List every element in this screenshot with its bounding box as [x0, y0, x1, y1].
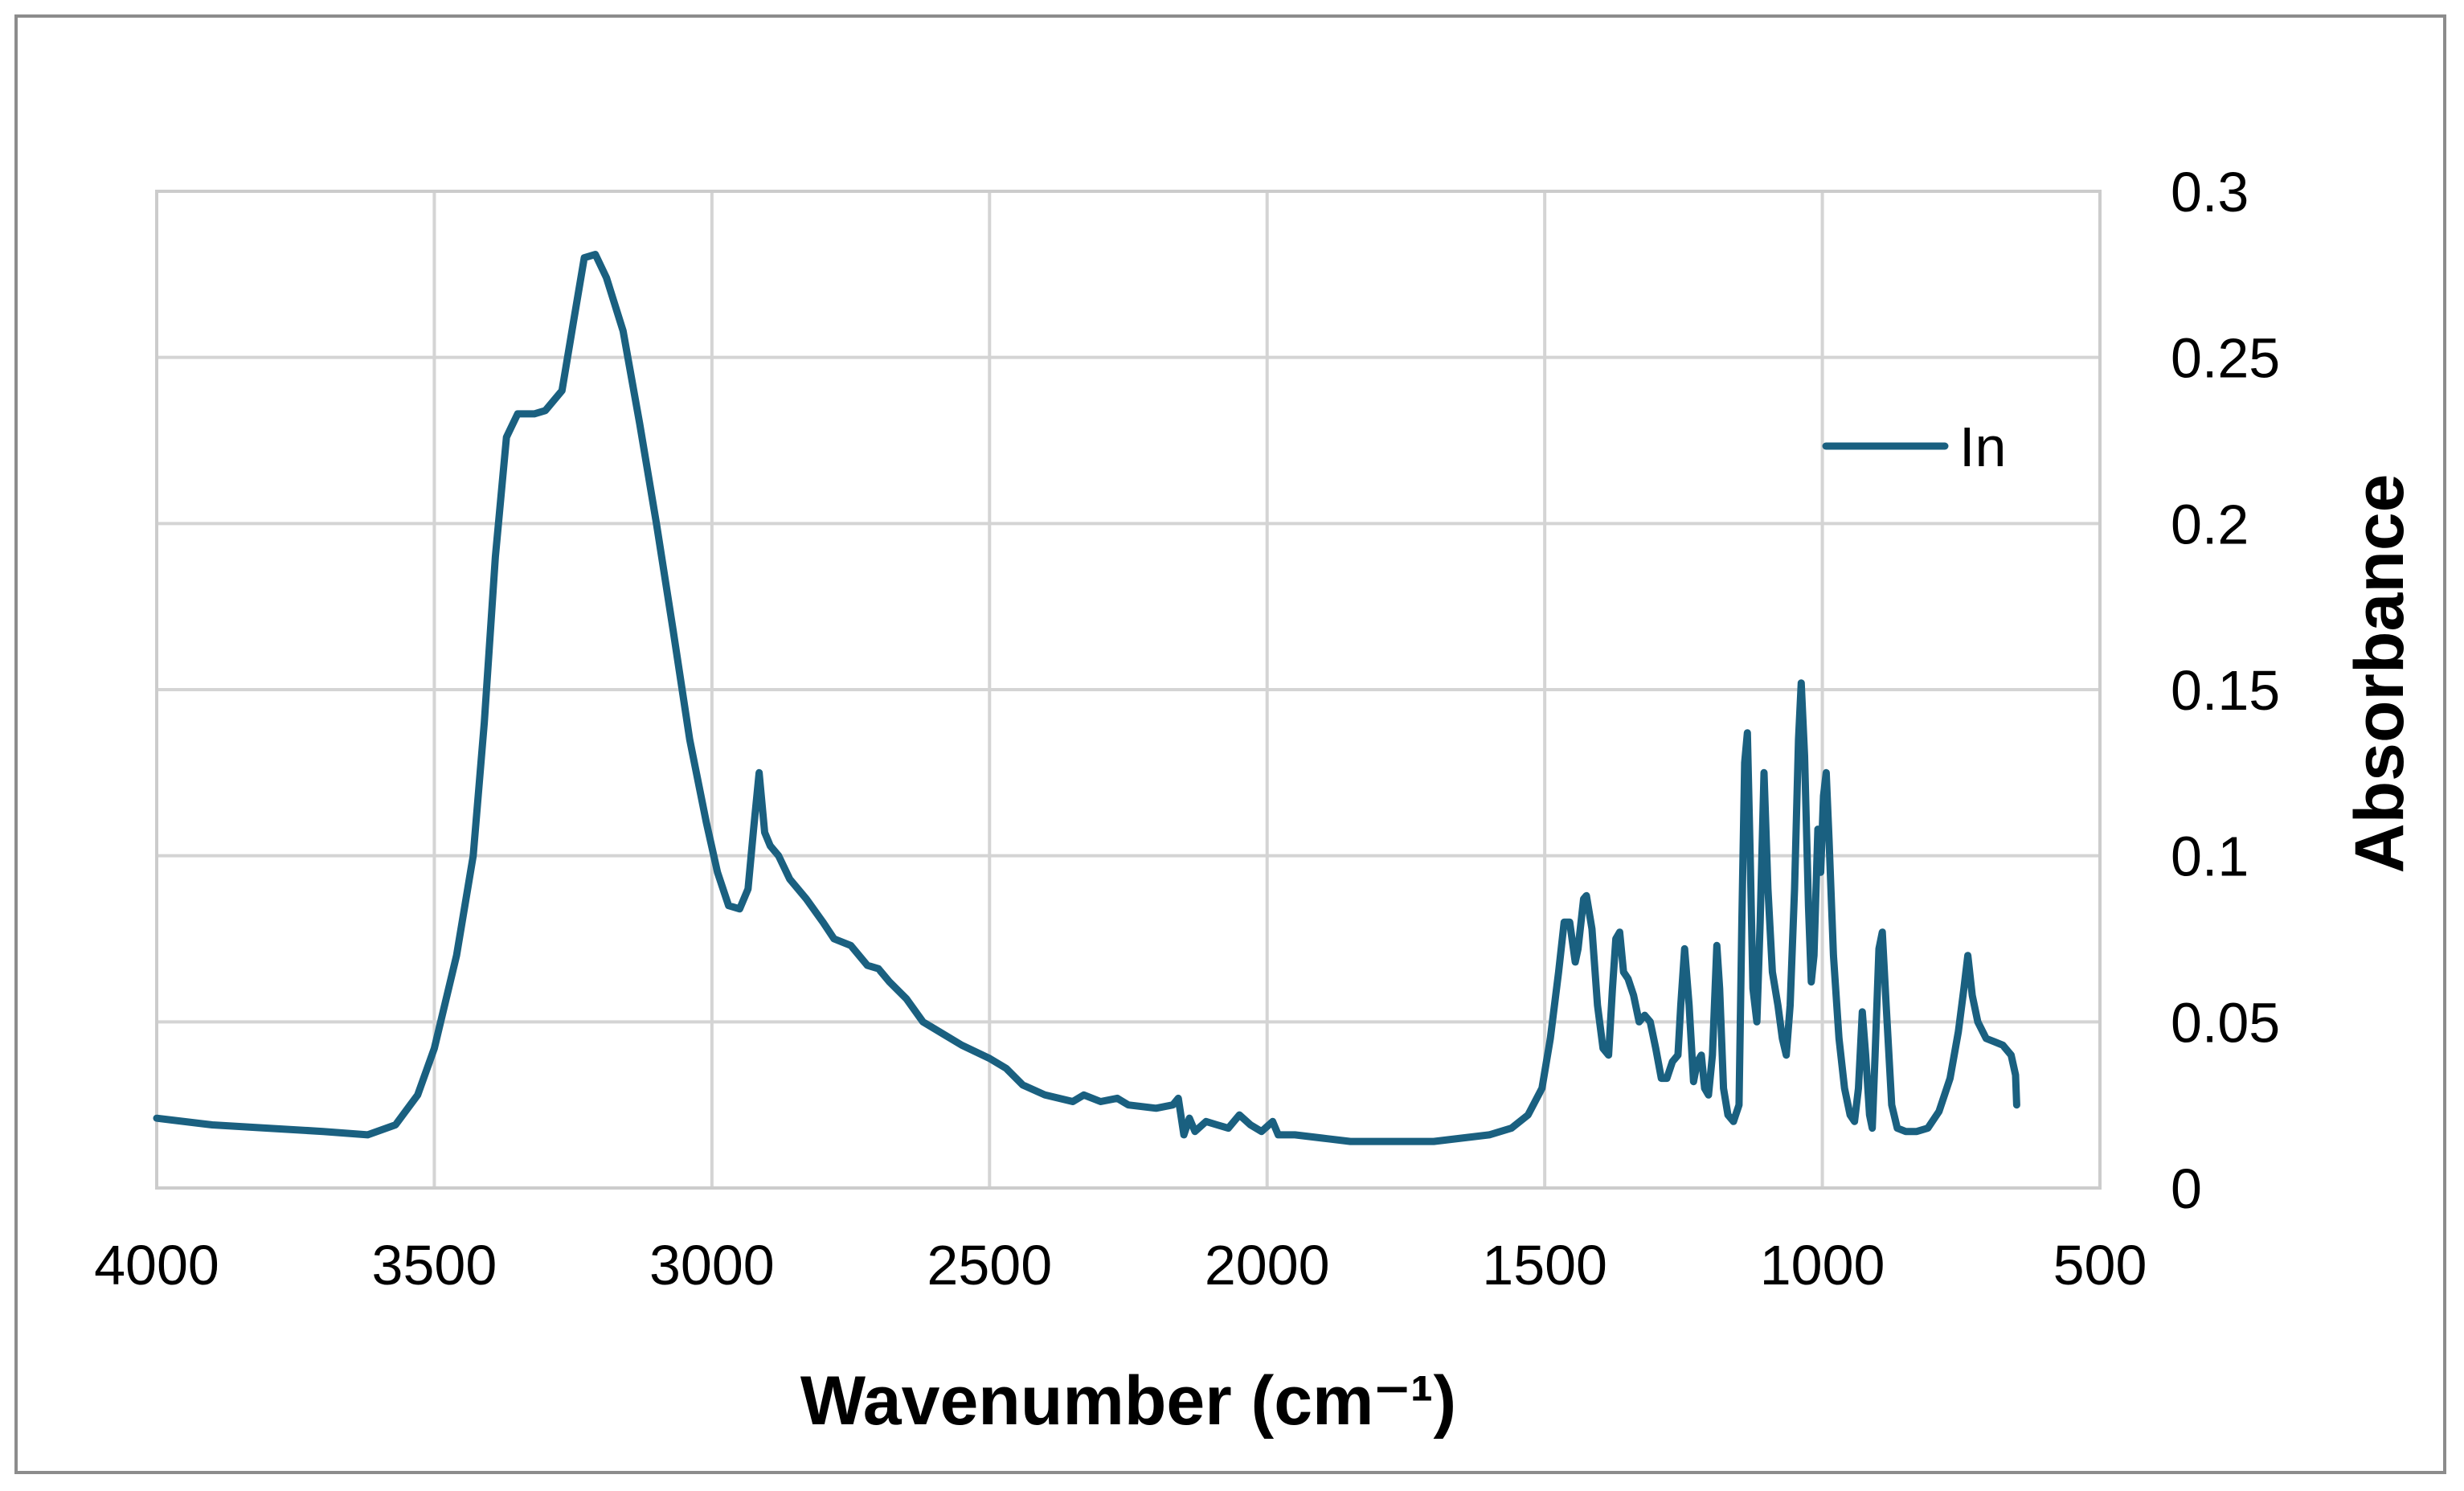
y-tick-label: 0.15 [2171, 659, 2280, 722]
x-tick-label: 3000 [649, 1234, 775, 1296]
x-tick-label: 3500 [372, 1234, 497, 1296]
legend-label-in: In [1959, 416, 2006, 478]
series-layer [153, 251, 2020, 1145]
y-axis-title: Absorbance [2341, 473, 2418, 873]
grid-lines [155, 190, 2102, 1190]
x-tick-label: 4000 [94, 1234, 219, 1296]
y-tick-label: 0.25 [2171, 327, 2280, 390]
y-tick-label: 0.1 [2171, 825, 2249, 888]
y-tick-label: 0.3 [2171, 161, 2249, 223]
chart-frame [14, 14, 2446, 1474]
x-tick-label: 500 [2053, 1234, 2147, 1296]
series-line-in [153, 251, 2020, 1145]
x-tick-labels: 4000 3500 3000 2500 2000 1500 1000 500 [94, 1234, 2147, 1296]
y-tick-label: 0 [2171, 1157, 2202, 1220]
x-tick-label: 2000 [1205, 1234, 1330, 1296]
x-tick-label: 1000 [1760, 1234, 1885, 1296]
x-tick-label: 1500 [1482, 1234, 1607, 1296]
x-tick-label: 2500 [927, 1234, 1052, 1296]
y-tick-labels: 0 0.05 0.1 0.15 0.2 0.25 0.3 [2171, 161, 2280, 1220]
plot-area-border [155, 190, 2102, 1190]
y-tick-label: 0.2 [2171, 493, 2249, 555]
x-axis-title: Wavenumber (cm⁻¹) [800, 1362, 1456, 1440]
legend: In [1822, 416, 2006, 478]
y-tick-label: 0.05 [2171, 991, 2280, 1054]
